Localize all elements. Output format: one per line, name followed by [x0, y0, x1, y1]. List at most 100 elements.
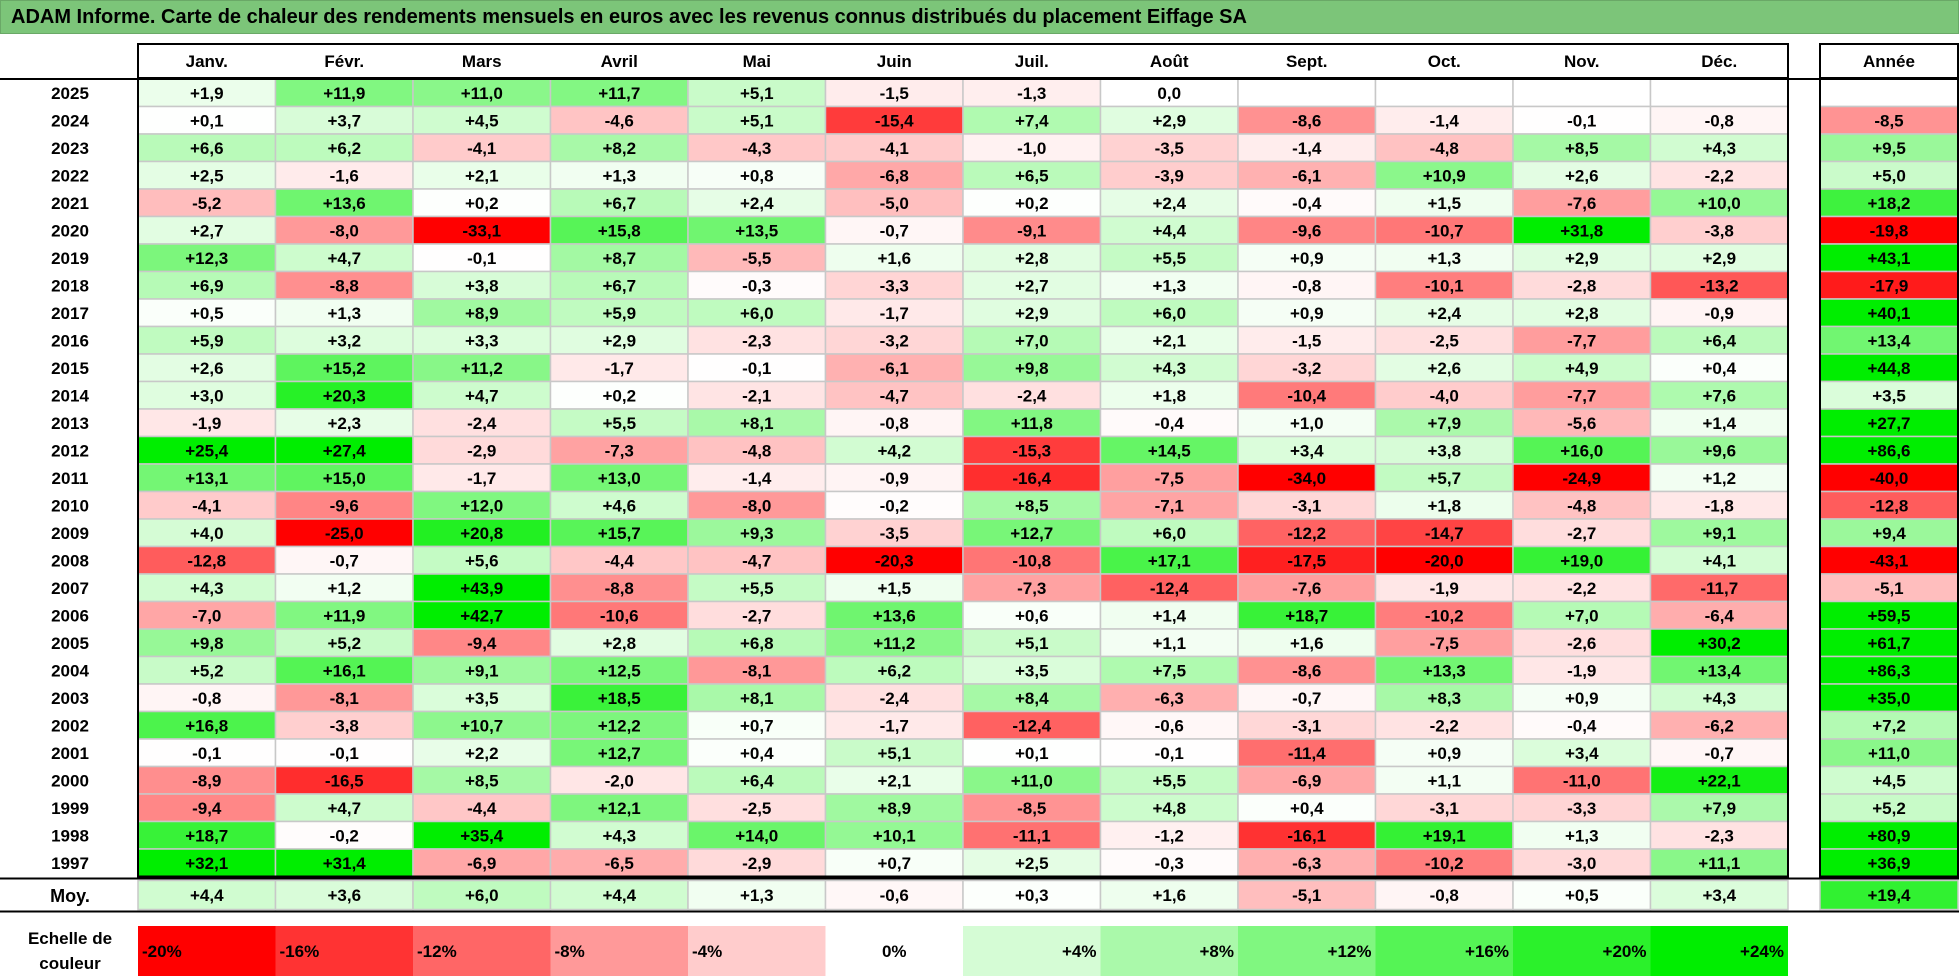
color-scale-label: -4% — [692, 942, 722, 961]
cell-value: -4,8 — [1430, 139, 1459, 158]
cell-value: -7,1 — [1155, 496, 1184, 515]
annual-value: +9,5 — [1872, 139, 1906, 158]
cell-value: -2,3 — [1705, 826, 1734, 845]
heatmap-cell — [1512, 793, 1652, 823]
heatmap-cell — [687, 628, 827, 658]
cell-value: +3,8 — [465, 276, 499, 295]
heatmap-cell — [137, 820, 277, 850]
heatmap-cell — [824, 710, 964, 740]
cell-value: -3,8 — [330, 716, 359, 735]
cell-value: +5,1 — [740, 111, 774, 130]
cell-value: -5,5 — [742, 249, 771, 268]
heatmap-cell — [687, 518, 827, 548]
cell-value: +7,4 — [1015, 111, 1049, 130]
cell-value: +2,4 — [1152, 194, 1186, 213]
heatmap-cell — [1649, 215, 1789, 245]
cell-value: -0,9 — [880, 469, 909, 488]
annual-value: -12,8 — [1870, 496, 1909, 515]
heatmap-cell — [549, 820, 689, 850]
heatmap-cell — [1099, 78, 1239, 108]
heatmap-cell — [412, 105, 552, 135]
cell-value: +11,2 — [873, 634, 915, 653]
color-scale-swatch — [275, 926, 413, 976]
cell-value: +2,1 — [1152, 331, 1186, 350]
cell-value: +16,8 — [185, 716, 228, 735]
cell-value: +9,8 — [1015, 359, 1049, 378]
cell-value: -1,4 — [742, 469, 772, 488]
annual-cell — [1819, 160, 1959, 190]
heatmap-cell — [824, 408, 964, 438]
heatmap-cell — [274, 600, 414, 630]
cell-value: +0,9 — [1427, 744, 1461, 763]
cell-value: +20,3 — [323, 386, 366, 405]
cell-value: -2,8 — [1567, 276, 1596, 295]
heatmap-cell — [1099, 628, 1239, 658]
heatmap-cell — [1649, 105, 1789, 135]
heatmap-cell — [1099, 573, 1239, 603]
annual-cell — [1819, 298, 1959, 328]
color-scale-label: -16% — [280, 942, 320, 961]
heatmap-cell — [1512, 188, 1652, 218]
cell-value: +1,3 — [1152, 276, 1186, 295]
color-scale-label: -8% — [555, 942, 585, 961]
cell-value: -13,2 — [1700, 276, 1739, 295]
cell-value: -10,6 — [600, 606, 639, 625]
cell-value: -20,0 — [1425, 551, 1464, 570]
month-header-label: Janv. — [186, 52, 228, 71]
cell-value: +31,4 — [323, 854, 367, 873]
heatmap-cell — [1649, 765, 1789, 795]
heatmap-cell — [687, 380, 827, 410]
cell-value: -2,2 — [1705, 166, 1734, 185]
cell-value: -6,8 — [880, 166, 909, 185]
average-cell — [137, 879, 277, 911]
cell-value: -3,1 — [1292, 496, 1321, 515]
cell-value: +8,5 — [1015, 496, 1049, 515]
scale-label-line1: Echelle de — [28, 929, 112, 948]
cell-value: -0,4 — [1292, 194, 1322, 213]
heatmap-cell — [274, 848, 414, 878]
heatmap-cell — [549, 463, 689, 493]
cell-value: +1,2 — [327, 579, 361, 598]
heatmap-cell — [1512, 820, 1652, 850]
average-label: Moy. — [50, 886, 90, 906]
heatmap-cell — [274, 270, 414, 300]
cell-value: -20,3 — [875, 551, 914, 570]
heatmap-cell — [962, 188, 1102, 218]
cell-value: -0,1 — [330, 744, 359, 763]
cell-value: -0,9 — [1705, 304, 1734, 323]
cell-value: +27,4 — [323, 441, 367, 460]
color-scale-label: +20% — [1603, 942, 1647, 961]
cell-value: -0,2 — [880, 496, 909, 515]
annual-cell — [1819, 820, 1959, 850]
cell-value: +11,1 — [1698, 854, 1740, 873]
color-scale-swatch — [1513, 926, 1651, 976]
cell-value: +2,3 — [327, 414, 361, 433]
average-value: +0,5 — [1565, 886, 1599, 905]
cell-value: -3,2 — [1292, 359, 1321, 378]
cell-value: +1,5 — [1427, 194, 1461, 213]
heatmap-cell — [687, 435, 827, 465]
heatmap-cell — [962, 408, 1102, 438]
cell-value: -10,7 — [1425, 221, 1464, 240]
color-scale-label: +24% — [1740, 942, 1784, 961]
cell-value: -8,0 — [330, 221, 359, 240]
cell-value: +4,6 — [602, 496, 636, 515]
average-cell — [824, 879, 964, 911]
cell-value: +0,4 — [1290, 799, 1324, 818]
cell-value: -8,5 — [1017, 799, 1046, 818]
cell-value: -8,0 — [742, 496, 771, 515]
year-label: 2002 — [51, 716, 89, 735]
cell-value: +2,9 — [1152, 111, 1186, 130]
heatmap-cell — [962, 765, 1102, 795]
annual-value: +36,9 — [1867, 854, 1910, 873]
year-label: 2015 — [51, 359, 89, 378]
heatmap-cell — [1374, 160, 1514, 190]
heatmap-cell — [1099, 820, 1239, 850]
cell-value: -3,9 — [1155, 166, 1184, 185]
heatmap-cell — [1649, 270, 1789, 300]
cell-value: -10,2 — [1425, 854, 1464, 873]
cell-value: -25,0 — [325, 524, 364, 543]
heatmap-cell — [137, 133, 277, 163]
heatmap-cell — [412, 545, 552, 575]
cell-value: +32,1 — [185, 854, 228, 873]
